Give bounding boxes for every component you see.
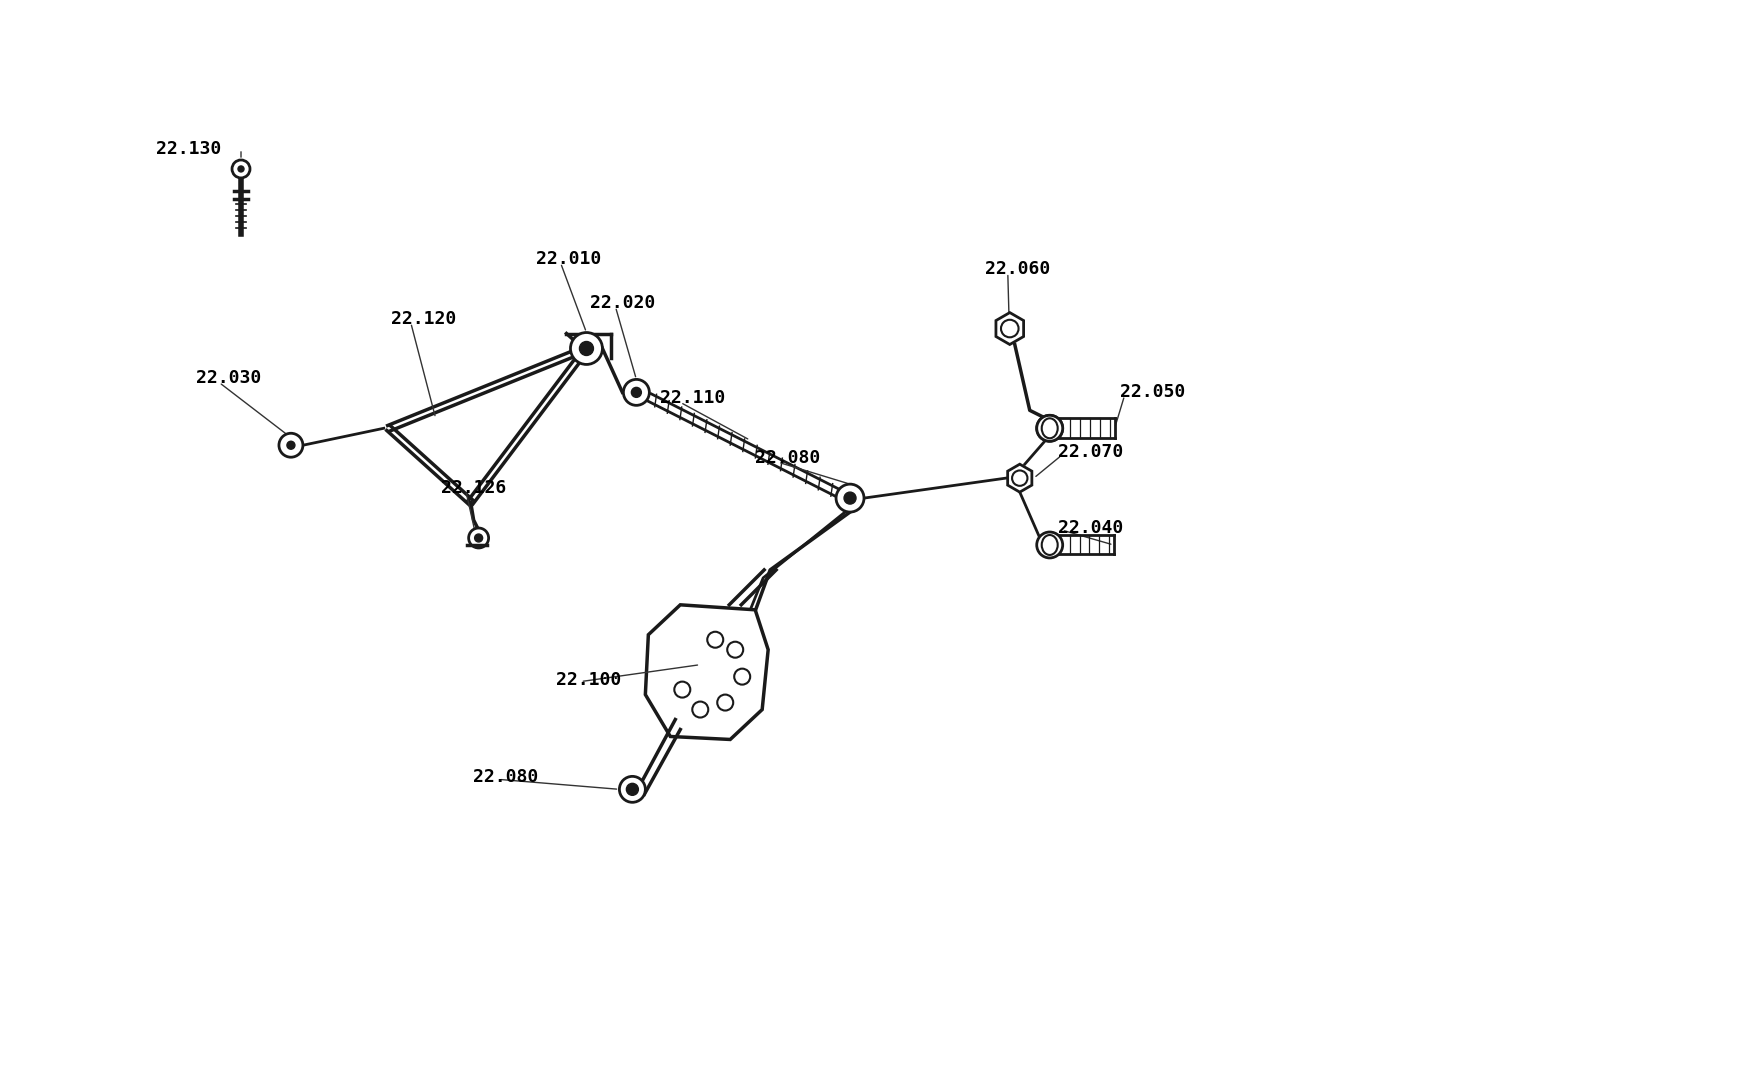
Text: 22.050: 22.050: [1118, 383, 1184, 401]
Text: 22.130: 22.130: [157, 140, 221, 158]
Circle shape: [727, 642, 743, 658]
Circle shape: [706, 631, 723, 647]
Text: 22.040: 22.040: [1057, 519, 1122, 537]
Text: 22.080: 22.080: [473, 768, 537, 786]
Text: 22.030: 22.030: [197, 369, 261, 387]
Circle shape: [570, 333, 602, 365]
Text: 22.080: 22.080: [755, 449, 821, 468]
Circle shape: [623, 380, 649, 406]
Text: 22.070: 22.070: [1057, 443, 1122, 461]
Circle shape: [675, 682, 690, 698]
Circle shape: [734, 669, 750, 685]
Circle shape: [579, 341, 593, 355]
Circle shape: [475, 534, 482, 542]
Circle shape: [287, 441, 294, 449]
Circle shape: [238, 166, 243, 172]
Polygon shape: [1007, 464, 1031, 492]
Circle shape: [1036, 415, 1063, 441]
Text: 22.110: 22.110: [661, 389, 725, 408]
Ellipse shape: [1042, 535, 1057, 555]
Circle shape: [278, 433, 303, 457]
Circle shape: [619, 777, 645, 802]
Circle shape: [231, 160, 250, 178]
Text: 22.060: 22.060: [984, 260, 1049, 278]
Circle shape: [1000, 320, 1017, 337]
Polygon shape: [645, 605, 767, 739]
Circle shape: [631, 387, 642, 397]
Text: 22.126: 22.126: [440, 479, 506, 498]
Circle shape: [1036, 532, 1063, 557]
Circle shape: [835, 484, 864, 513]
Circle shape: [626, 783, 638, 795]
Text: 22.010: 22.010: [536, 249, 600, 268]
Circle shape: [1036, 415, 1063, 441]
Circle shape: [692, 702, 708, 718]
Text: 22.120: 22.120: [391, 309, 456, 327]
Polygon shape: [995, 312, 1023, 345]
Ellipse shape: [1042, 418, 1057, 439]
Circle shape: [716, 694, 732, 710]
Circle shape: [1012, 471, 1026, 486]
Text: 22.020: 22.020: [590, 293, 656, 311]
Circle shape: [843, 492, 856, 504]
Circle shape: [468, 528, 489, 548]
Text: 22.100: 22.100: [555, 671, 621, 689]
